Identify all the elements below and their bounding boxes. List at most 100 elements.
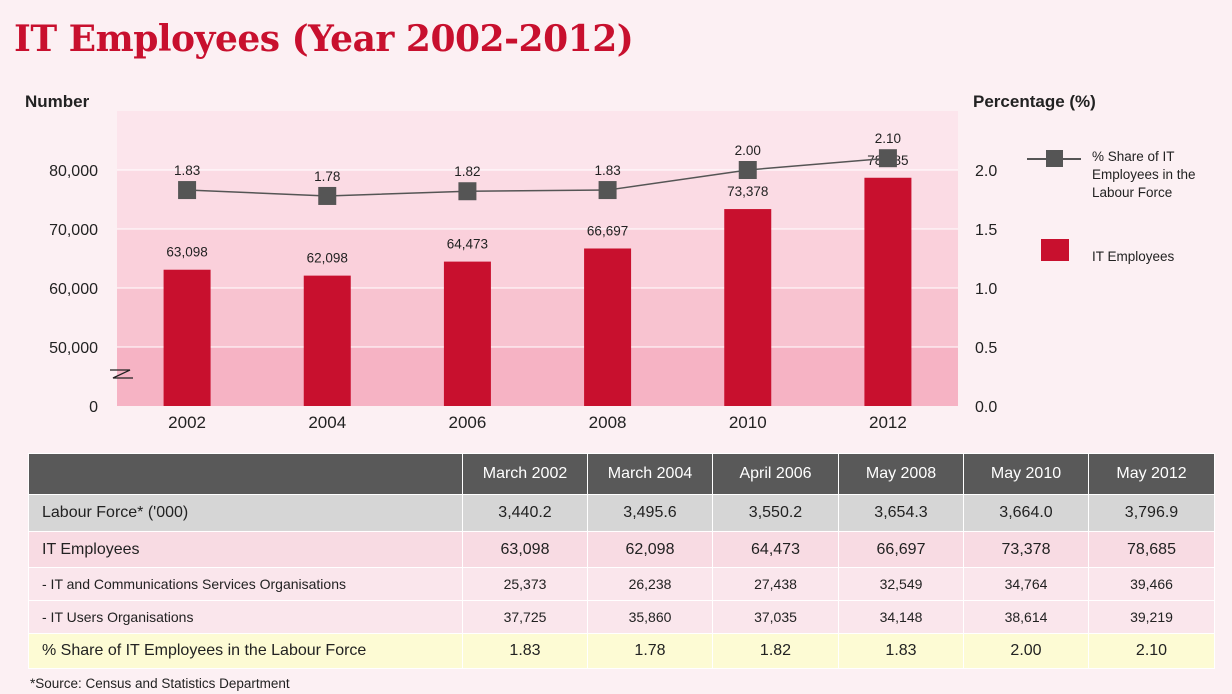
legend-bar-marker (1041, 239, 1069, 261)
share-marker (598, 181, 617, 200)
table-cell: 3,495.6 (587, 494, 713, 532)
share-marker (458, 182, 477, 201)
legend-item-bar: IT Employees (1025, 239, 1225, 266)
table-cell: 1.78 (587, 633, 713, 669)
right-axis-tick-label: 1.5 (975, 222, 997, 239)
table-header-cell: May 2008 (838, 453, 964, 495)
bar-value-label: 63,098 (166, 245, 207, 260)
bar (584, 248, 632, 406)
table-header-cell (28, 453, 463, 495)
table-cell: 34,148 (838, 600, 964, 634)
bar-value-label: 73,378 (727, 184, 768, 199)
table-header-cell: May 2010 (963, 453, 1089, 495)
table-cell: 26,238 (587, 567, 713, 601)
share-marker (738, 161, 757, 179)
table-header-cell: May 2012 (1088, 453, 1215, 495)
table-cell: 35,860 (587, 600, 713, 634)
bar (724, 209, 772, 406)
row-label: IT Employees (28, 531, 463, 568)
table-cell: 3,664.0 (963, 494, 1089, 532)
share-marker (178, 181, 197, 200)
left-axis-tick-label: 80,000 (49, 163, 98, 180)
table-cell: 27,438 (712, 567, 839, 601)
share-value-label: 2.00 (735, 143, 761, 158)
table-cell: 3,796.9 (1088, 494, 1215, 532)
legend-bar-label: IT Employees (1092, 249, 1175, 264)
left-axis-tick-label: 50,000 (49, 340, 98, 357)
table-header-cell: March 2002 (462, 453, 588, 495)
table-row-labour-force: Labour Force* ('000) 3,440.2 3,495.6 3,5… (28, 494, 1215, 532)
row-label: - IT and Communications Services Organis… (28, 567, 463, 601)
axis-break-marker (110, 369, 133, 379)
table-cell: 64,473 (712, 531, 839, 568)
bar (864, 177, 912, 406)
right-axis-title: Percentage (%) (973, 92, 1096, 111)
x-axis-tick-label: 2012 (869, 413, 907, 432)
x-axis-tick-label: 2008 (589, 413, 627, 432)
table-cell: 32,549 (838, 567, 964, 601)
table-cell: 39,466 (1088, 567, 1215, 601)
table-header-cell: March 2004 (587, 453, 713, 495)
table-cell: 78,685 (1088, 531, 1215, 568)
table-row-it-users-orgs: - IT Users Organisations 37,725 35,860 3… (28, 600, 1215, 634)
bar (163, 269, 211, 406)
share-marker (878, 149, 897, 168)
table-header-row: March 2002 March 2004 April 2006 May 200… (28, 453, 1215, 495)
table-cell: 62,098 (587, 531, 713, 568)
share-value-label: 1.82 (454, 164, 480, 179)
left-axis-tick-label: 60,000 (49, 281, 98, 298)
row-label: % Share of IT Employees in the Labour Fo… (28, 633, 463, 669)
right-axis-tick-label: 2.0 (975, 163, 997, 180)
table-cell: 3,654.3 (838, 494, 964, 532)
plot-band (117, 347, 958, 406)
table-cell: 1.83 (462, 633, 588, 669)
right-axis-tick-label: 1.0 (975, 281, 997, 298)
table-header-cell: April 2006 (712, 453, 839, 495)
legend-line-marker (1027, 150, 1081, 167)
bar (443, 261, 491, 406)
table-cell: 66,697 (838, 531, 964, 568)
table-cell: 1.82 (712, 633, 839, 669)
x-axis-tick-label: 2010 (729, 413, 767, 432)
table-cell: 37,035 (712, 600, 839, 634)
table-cell: 25,373 (462, 567, 588, 601)
table-cell: 2.10 (1088, 633, 1215, 669)
share-value-label: 2.10 (875, 131, 901, 146)
bar-value-label: 64,473 (447, 237, 488, 252)
bar-value-label: 62,098 (307, 251, 348, 266)
bar-value-label: 66,697 (587, 223, 628, 238)
share-line (187, 157, 888, 197)
plot-band (117, 229, 958, 288)
chart-legend: % Share of IT Employees in the Labour Fo… (1025, 148, 1225, 266)
plot-band (117, 111, 958, 170)
data-table: March 2002 March 2004 April 2006 May 200… (28, 453, 1215, 669)
legend-line-label: % Share of IT Employees in the Labour Fo… (1092, 149, 1196, 200)
table-cell: 3,550.2 (712, 494, 839, 532)
table-cell: 1.83 (838, 633, 964, 669)
combo-chart: 0 50,000 60,000 70,000 80,000 0.0 0.5 1.0 1.5 2.0… (49, 111, 997, 432)
share-value-label: 1.78 (314, 169, 340, 184)
plot-band (117, 288, 958, 347)
table-row-it-services-orgs: - IT and Communications Services Organis… (28, 567, 1215, 601)
table-cell: 73,378 (963, 531, 1089, 568)
x-axis-tick-label: 2004 (308, 413, 346, 432)
plot-band (117, 170, 958, 229)
table-cell: 38,614 (963, 600, 1089, 634)
table-cell: 3,440.2 (462, 494, 588, 532)
table-cell: 37,725 (462, 600, 588, 634)
page-title: IT Employees (Year 2002-2012) (14, 18, 634, 60)
x-axis-tick-label: 2006 (449, 413, 487, 432)
left-axis-tick-label: 0 (89, 399, 98, 416)
table-cell: 34,764 (963, 567, 1089, 601)
table-row-it-employees: IT Employees 63,098 62,098 64,473 66,697… (28, 531, 1215, 568)
table-cell: 39,219 (1088, 600, 1215, 634)
table-row-share: % Share of IT Employees in the Labour Fo… (28, 633, 1215, 669)
left-axis-tick-label: 70,000 (49, 222, 98, 239)
x-axis-tick-label: 2002 (168, 413, 206, 432)
share-value-label: 1.83 (174, 163, 200, 178)
bar (303, 275, 351, 406)
share-marker (318, 186, 337, 205)
table-cell: 2.00 (963, 633, 1089, 669)
row-label: Labour Force* ('000) (28, 494, 463, 532)
left-axis-title: Number (25, 92, 90, 111)
